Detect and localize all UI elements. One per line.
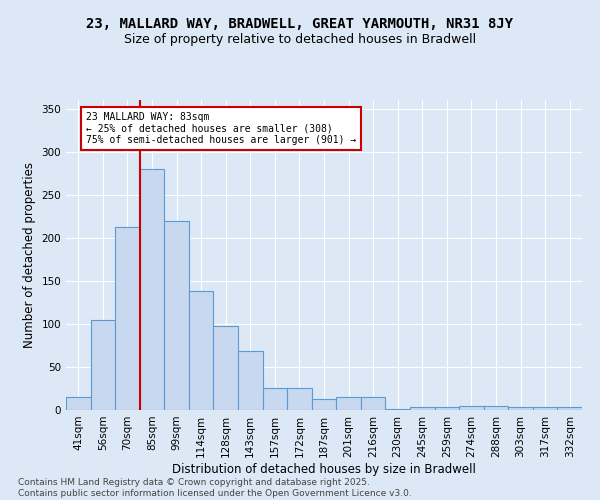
Bar: [385, 409, 410, 410]
Bar: [115, 226, 140, 410]
Bar: [459, 406, 484, 410]
Text: Size of property relative to detached houses in Bradwell: Size of property relative to detached ho…: [124, 32, 476, 46]
Bar: [508, 408, 533, 410]
Text: 23, MALLARD WAY, BRADWELL, GREAT YARMOUTH, NR31 8JY: 23, MALLARD WAY, BRADWELL, GREAT YARMOUT…: [86, 18, 514, 32]
Bar: [410, 406, 434, 410]
Bar: [312, 399, 336, 410]
Bar: [557, 408, 582, 410]
Bar: [214, 326, 238, 410]
Bar: [484, 406, 508, 410]
Bar: [238, 352, 263, 410]
Bar: [91, 320, 115, 410]
Bar: [434, 408, 459, 410]
Bar: [263, 388, 287, 410]
X-axis label: Distribution of detached houses by size in Bradwell: Distribution of detached houses by size …: [172, 462, 476, 475]
Text: Contains HM Land Registry data © Crown copyright and database right 2025.
Contai: Contains HM Land Registry data © Crown c…: [18, 478, 412, 498]
Bar: [336, 397, 361, 410]
Y-axis label: Number of detached properties: Number of detached properties: [23, 162, 36, 348]
Text: 23 MALLARD WAY: 83sqm
← 25% of detached houses are smaller (308)
75% of semi-det: 23 MALLARD WAY: 83sqm ← 25% of detached …: [86, 112, 356, 146]
Bar: [164, 220, 189, 410]
Bar: [66, 397, 91, 410]
Bar: [361, 397, 385, 410]
Bar: [287, 388, 312, 410]
Bar: [140, 169, 164, 410]
Bar: [533, 406, 557, 410]
Bar: [189, 291, 214, 410]
